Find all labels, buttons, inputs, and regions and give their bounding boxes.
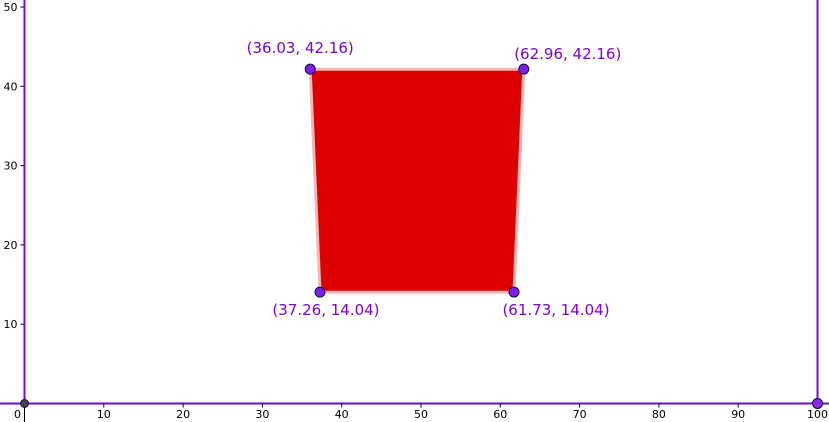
- y-tick-label: 20: [4, 239, 18, 252]
- vertex-point[interactable]: [304, 63, 316, 75]
- y-tick-label: 40: [4, 80, 18, 93]
- vertex-point[interactable]: [518, 63, 530, 75]
- polygon-layer[interactable]: [308, 67, 526, 294]
- x-axis-point[interactable]: [812, 398, 823, 409]
- vertex-coordinate-label: (62.96, 42.16): [514, 45, 621, 63]
- x-tick-label: 70: [573, 408, 587, 421]
- tick-labels-layer: 0 10 20 30 40 50 60 70 80 90 100 10 20 30 40 50: [4, 1, 829, 421]
- x-tick-label: 50: [414, 408, 428, 421]
- x-tick-label: 40: [335, 408, 349, 421]
- vertex-coordinate-label: (61.73, 14.04): [502, 301, 609, 319]
- x-tick-label: 90: [731, 408, 745, 421]
- x-tick-label: 80: [652, 408, 666, 421]
- boundary-lines-layer[interactable]: [23, 0, 819, 404]
- x-tick-label: 0: [14, 408, 21, 421]
- trapezoid-polygon[interactable]: [308, 67, 526, 294]
- y-tick-label: 30: [4, 160, 18, 173]
- x-tick-label: 20: [176, 408, 190, 421]
- origin-point[interactable]: [20, 399, 29, 408]
- vertex-coordinate-label: (36.03, 42.16): [247, 39, 354, 57]
- x-tick-label: 60: [493, 408, 507, 421]
- vertex-point[interactable]: [314, 286, 326, 298]
- vertex-point[interactable]: [508, 286, 520, 298]
- y-tick-label: 10: [4, 318, 18, 331]
- points-layer[interactable]: [20, 63, 823, 409]
- point-labels-layer: (36.03, 42.16) (62.96, 42.16) (61.73, 14.0…: [247, 39, 622, 319]
- y-tick-label: 50: [4, 1, 18, 14]
- x-tick-label: 30: [255, 408, 269, 421]
- x-tick-label: 100: [807, 408, 828, 421]
- vertex-coordinate-label: (37.26, 14.04): [272, 301, 379, 319]
- x-tick-label: 10: [97, 408, 111, 421]
